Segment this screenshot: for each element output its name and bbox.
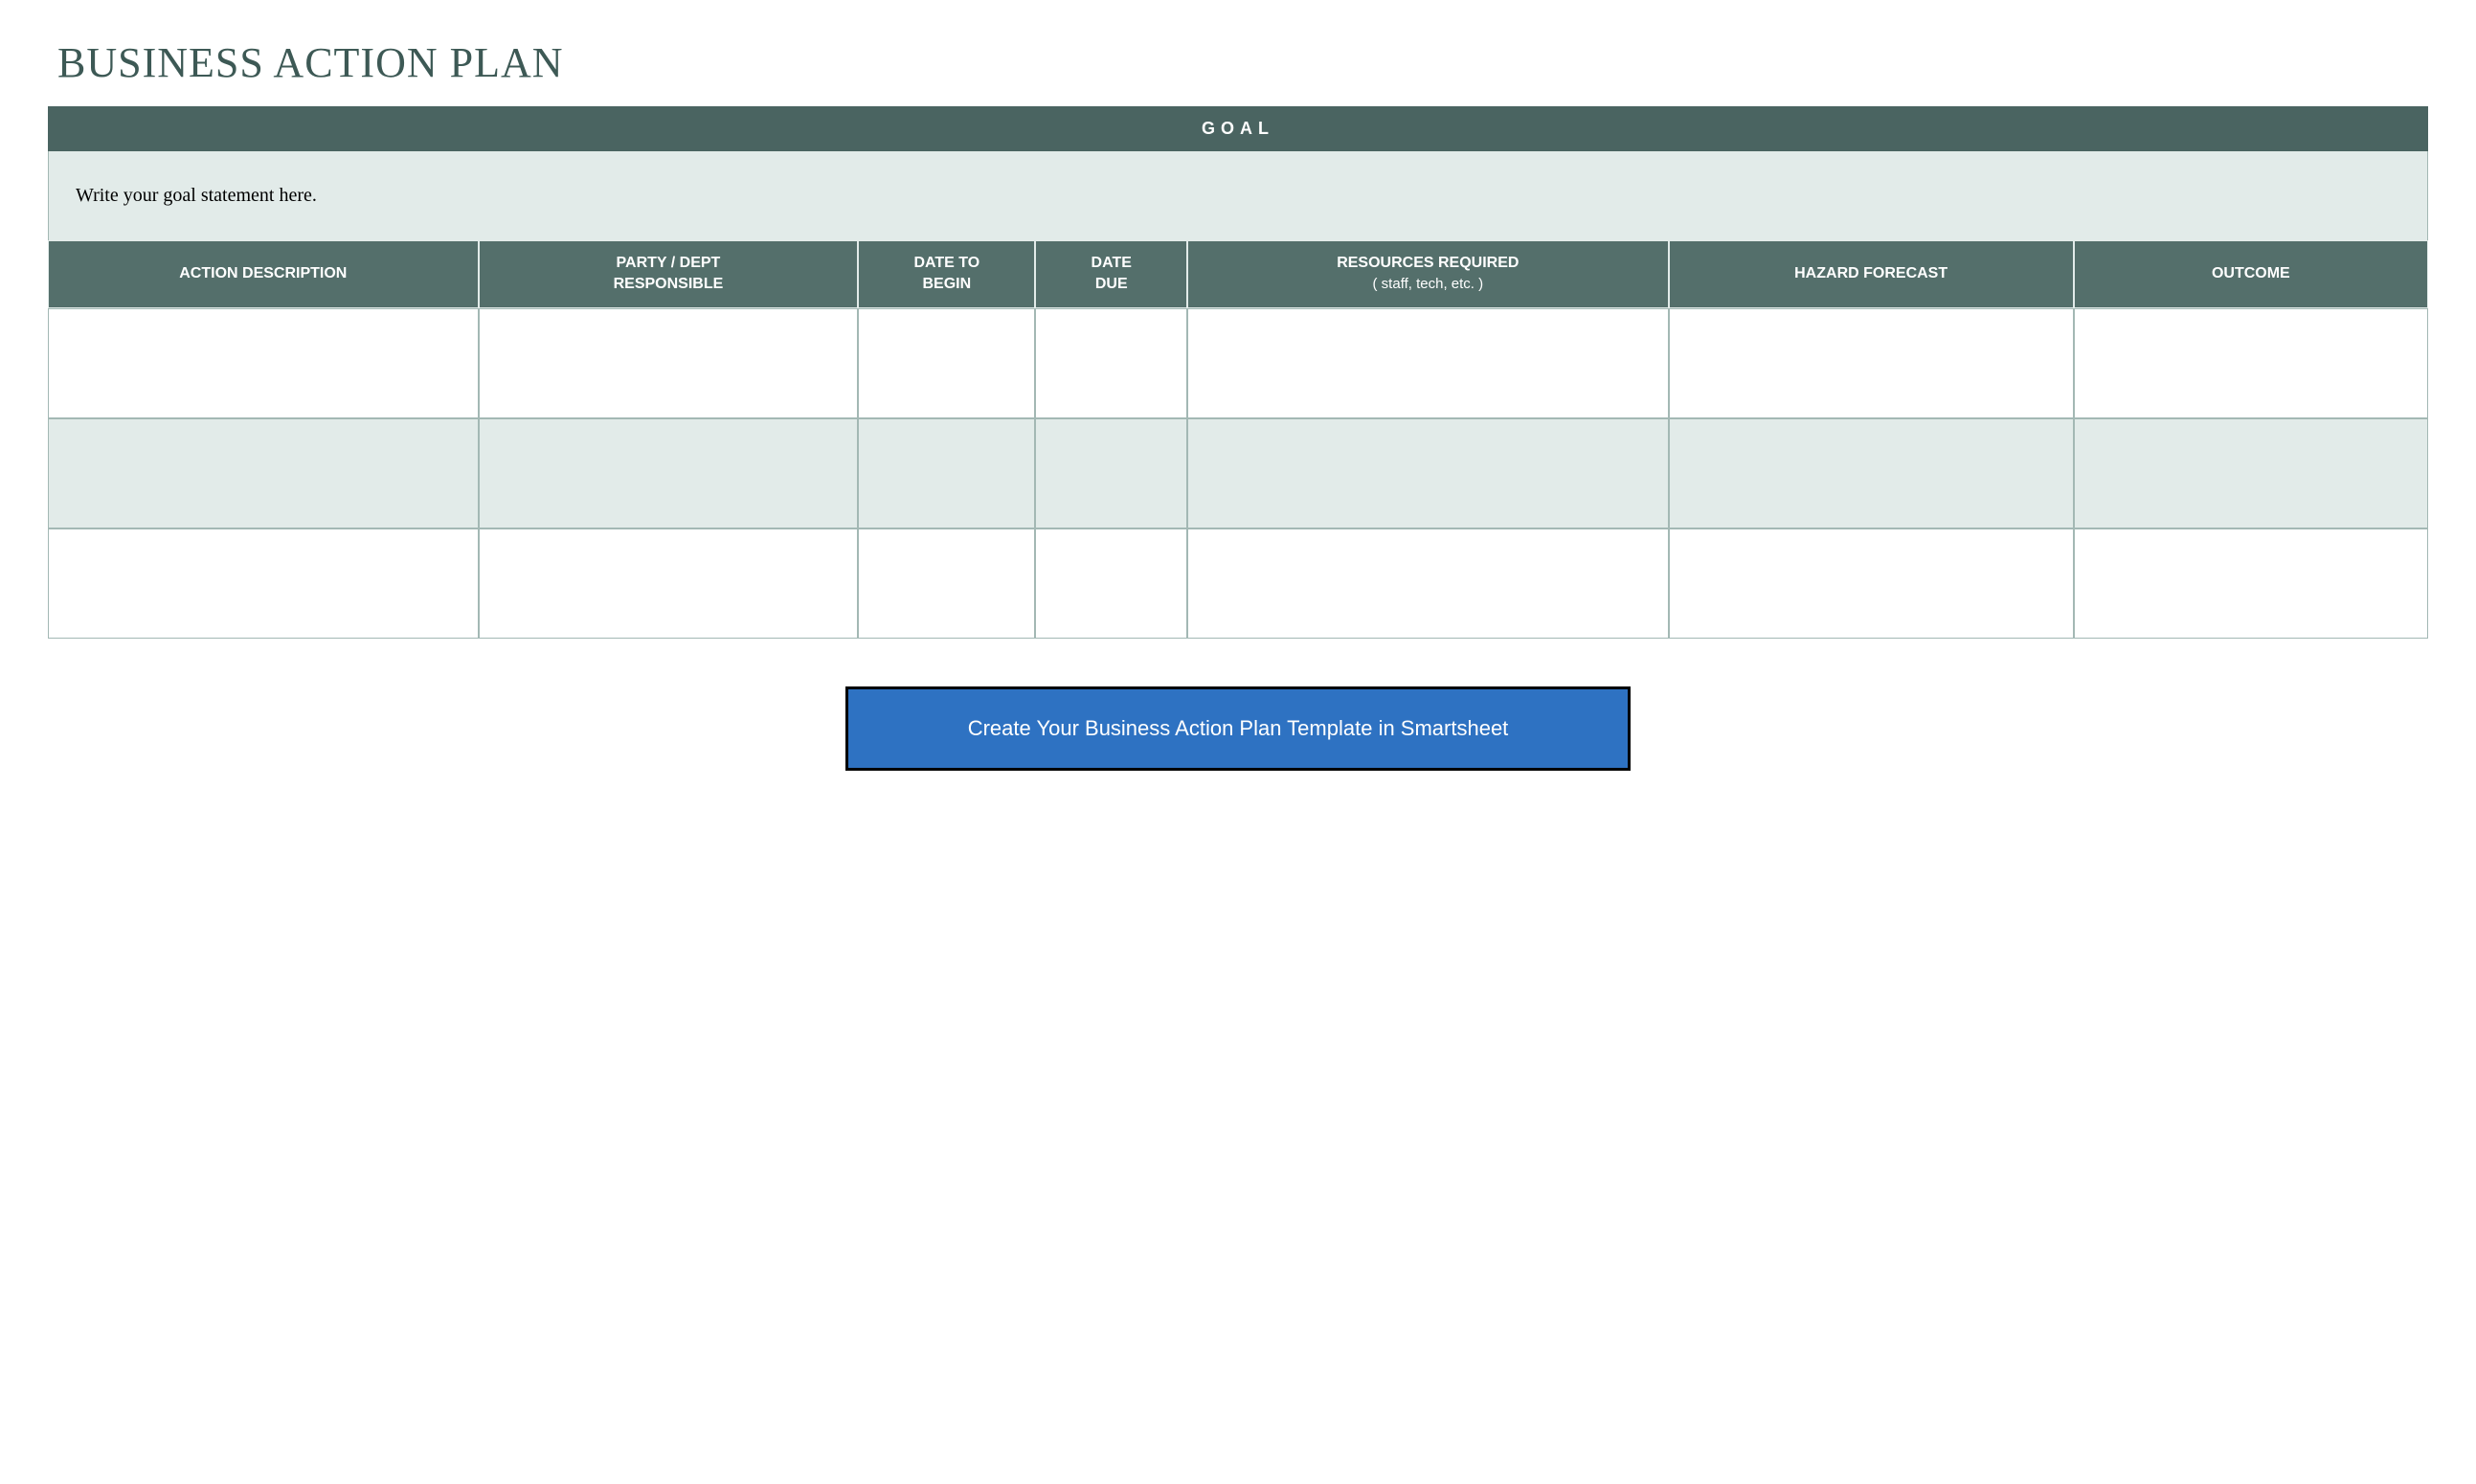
cell-due[interactable] [1035,528,1187,639]
goal-statement-cell[interactable]: Write your goal statement here. [48,151,2428,240]
create-template-button[interactable]: Create Your Business Action Plan Templat… [845,686,1631,771]
cell-begin[interactable] [858,528,1035,639]
cell-hazard[interactable] [1669,528,2074,639]
cell-party[interactable] [479,528,859,639]
column-headers-row: ACTION DESCRIPTION PARTY / DEPT RESPONSI… [48,240,2428,308]
col-header-action: ACTION DESCRIPTION [48,240,479,308]
cell-hazard[interactable] [1669,308,2074,418]
cell-party[interactable] [479,308,859,418]
cell-outcome[interactable] [2074,308,2428,418]
cell-begin[interactable] [858,418,1035,528]
col-header-resources: RESOURCES REQUIRED ( staff, tech, etc. ) [1187,240,1668,308]
cell-action[interactable] [48,308,479,418]
col-header-begin: DATE TO BEGIN [858,240,1035,308]
cell-due[interactable] [1035,418,1187,528]
cell-outcome[interactable] [2074,528,2428,639]
cta-container: Create Your Business Action Plan Templat… [48,686,2428,771]
cell-hazard[interactable] [1669,418,2074,528]
table-row [48,418,2428,528]
table-row [48,308,2428,418]
cell-resources[interactable] [1187,528,1668,639]
col-header-party: PARTY / DEPT RESPONSIBLE [479,240,859,308]
col-header-outcome: OUTCOME [2074,240,2428,308]
cell-outcome[interactable] [2074,418,2428,528]
col-header-due: DATE DUE [1035,240,1187,308]
cell-resources[interactable] [1187,308,1668,418]
cell-party[interactable] [479,418,859,528]
col-header-hazard: HAZARD FORECAST [1669,240,2074,308]
table-row [48,528,2428,639]
action-plan-table: GOAL Write your goal statement here. ACT… [48,106,2428,639]
goal-header: GOAL [48,106,2428,151]
cell-resources[interactable] [1187,418,1668,528]
cell-begin[interactable] [858,308,1035,418]
cell-action[interactable] [48,418,479,528]
cell-due[interactable] [1035,308,1187,418]
cell-action[interactable] [48,528,479,639]
page-title: BUSINESS ACTION PLAN [57,38,2428,87]
